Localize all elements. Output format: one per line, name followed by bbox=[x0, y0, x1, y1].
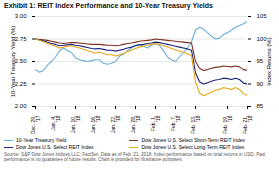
svg-text:Feb. 7,'18: Feb. 7,'18 bbox=[170, 115, 181, 131]
svg-text:95: 95 bbox=[257, 58, 264, 64]
svg-text:100: 100 bbox=[256, 35, 267, 42]
svg-text:Index Returns (%): Index Returns (%) bbox=[266, 37, 272, 85]
svg-text:Feb. 13,'18: Feb. 13,'18 bbox=[190, 115, 201, 134]
svg-text:Jan. 4,'18: Jan. 4,'18 bbox=[50, 115, 61, 130]
svg-text:2.00: 2.00 bbox=[15, 103, 27, 109]
svg-text:Jan. 16,'18: Jan. 16,'18 bbox=[90, 115, 101, 133]
svg-text:Feb. 1,'18: Feb. 1,'18 bbox=[150, 115, 161, 131]
svg-text:85: 85 bbox=[257, 103, 264, 109]
html-text:Dow Jones U.S. Select Long-Ter: Dow Jones U.S. Select Long-Term REIT Ind… bbox=[141, 144, 245, 150]
svg-text:105: 105 bbox=[257, 13, 268, 19]
svg-text:2.50: 2.50 bbox=[15, 58, 27, 64]
svg-text:Jan. 10,'18: Jan. 10,'18 bbox=[70, 115, 81, 133]
html-text:10-Year Treasury Yield: 10-Year Treasury Yield bbox=[16, 137, 67, 143]
svg-text:Feb. 21,'18: Feb. 21,'18 bbox=[242, 115, 253, 134]
svg-text:2.25: 2.25 bbox=[15, 81, 27, 87]
svg-text:Feb. 19,'18: Feb. 19,'18 bbox=[222, 115, 233, 134]
svg-text:Dec. 29,'17: Dec. 29,'17 bbox=[30, 115, 41, 134]
svg-text:3.00: 3.00 bbox=[15, 13, 27, 19]
html-text:Exhibit 1: REIT Index Performa: Exhibit 1: REIT Index Performance and 10… bbox=[4, 2, 213, 9]
svg-text:10-Year Treasury Yield (%): 10-Year Treasury Yield (%) bbox=[10, 26, 16, 97]
html-text:Source: S&P Dow Jones Indices: Source: S&P Dow Jones Indices LLC, FactS… bbox=[4, 152, 266, 163]
svg-text:Jan. 22,'18: Jan. 22,'18 bbox=[110, 115, 121, 133]
svg-text:Jan. 28,'18: Jan. 28,'18 bbox=[130, 115, 141, 133]
html-text:Dow Jones U.S. Select Short-Te: Dow Jones U.S. Select Short-Term REIT In… bbox=[141, 137, 245, 143]
svg-text:90: 90 bbox=[257, 81, 264, 87]
svg-text:2.75: 2.75 bbox=[15, 36, 27, 42]
html-text:Dow Jones U.S. Select REIT Ind: Dow Jones U.S. Select REIT Index bbox=[16, 144, 94, 150]
